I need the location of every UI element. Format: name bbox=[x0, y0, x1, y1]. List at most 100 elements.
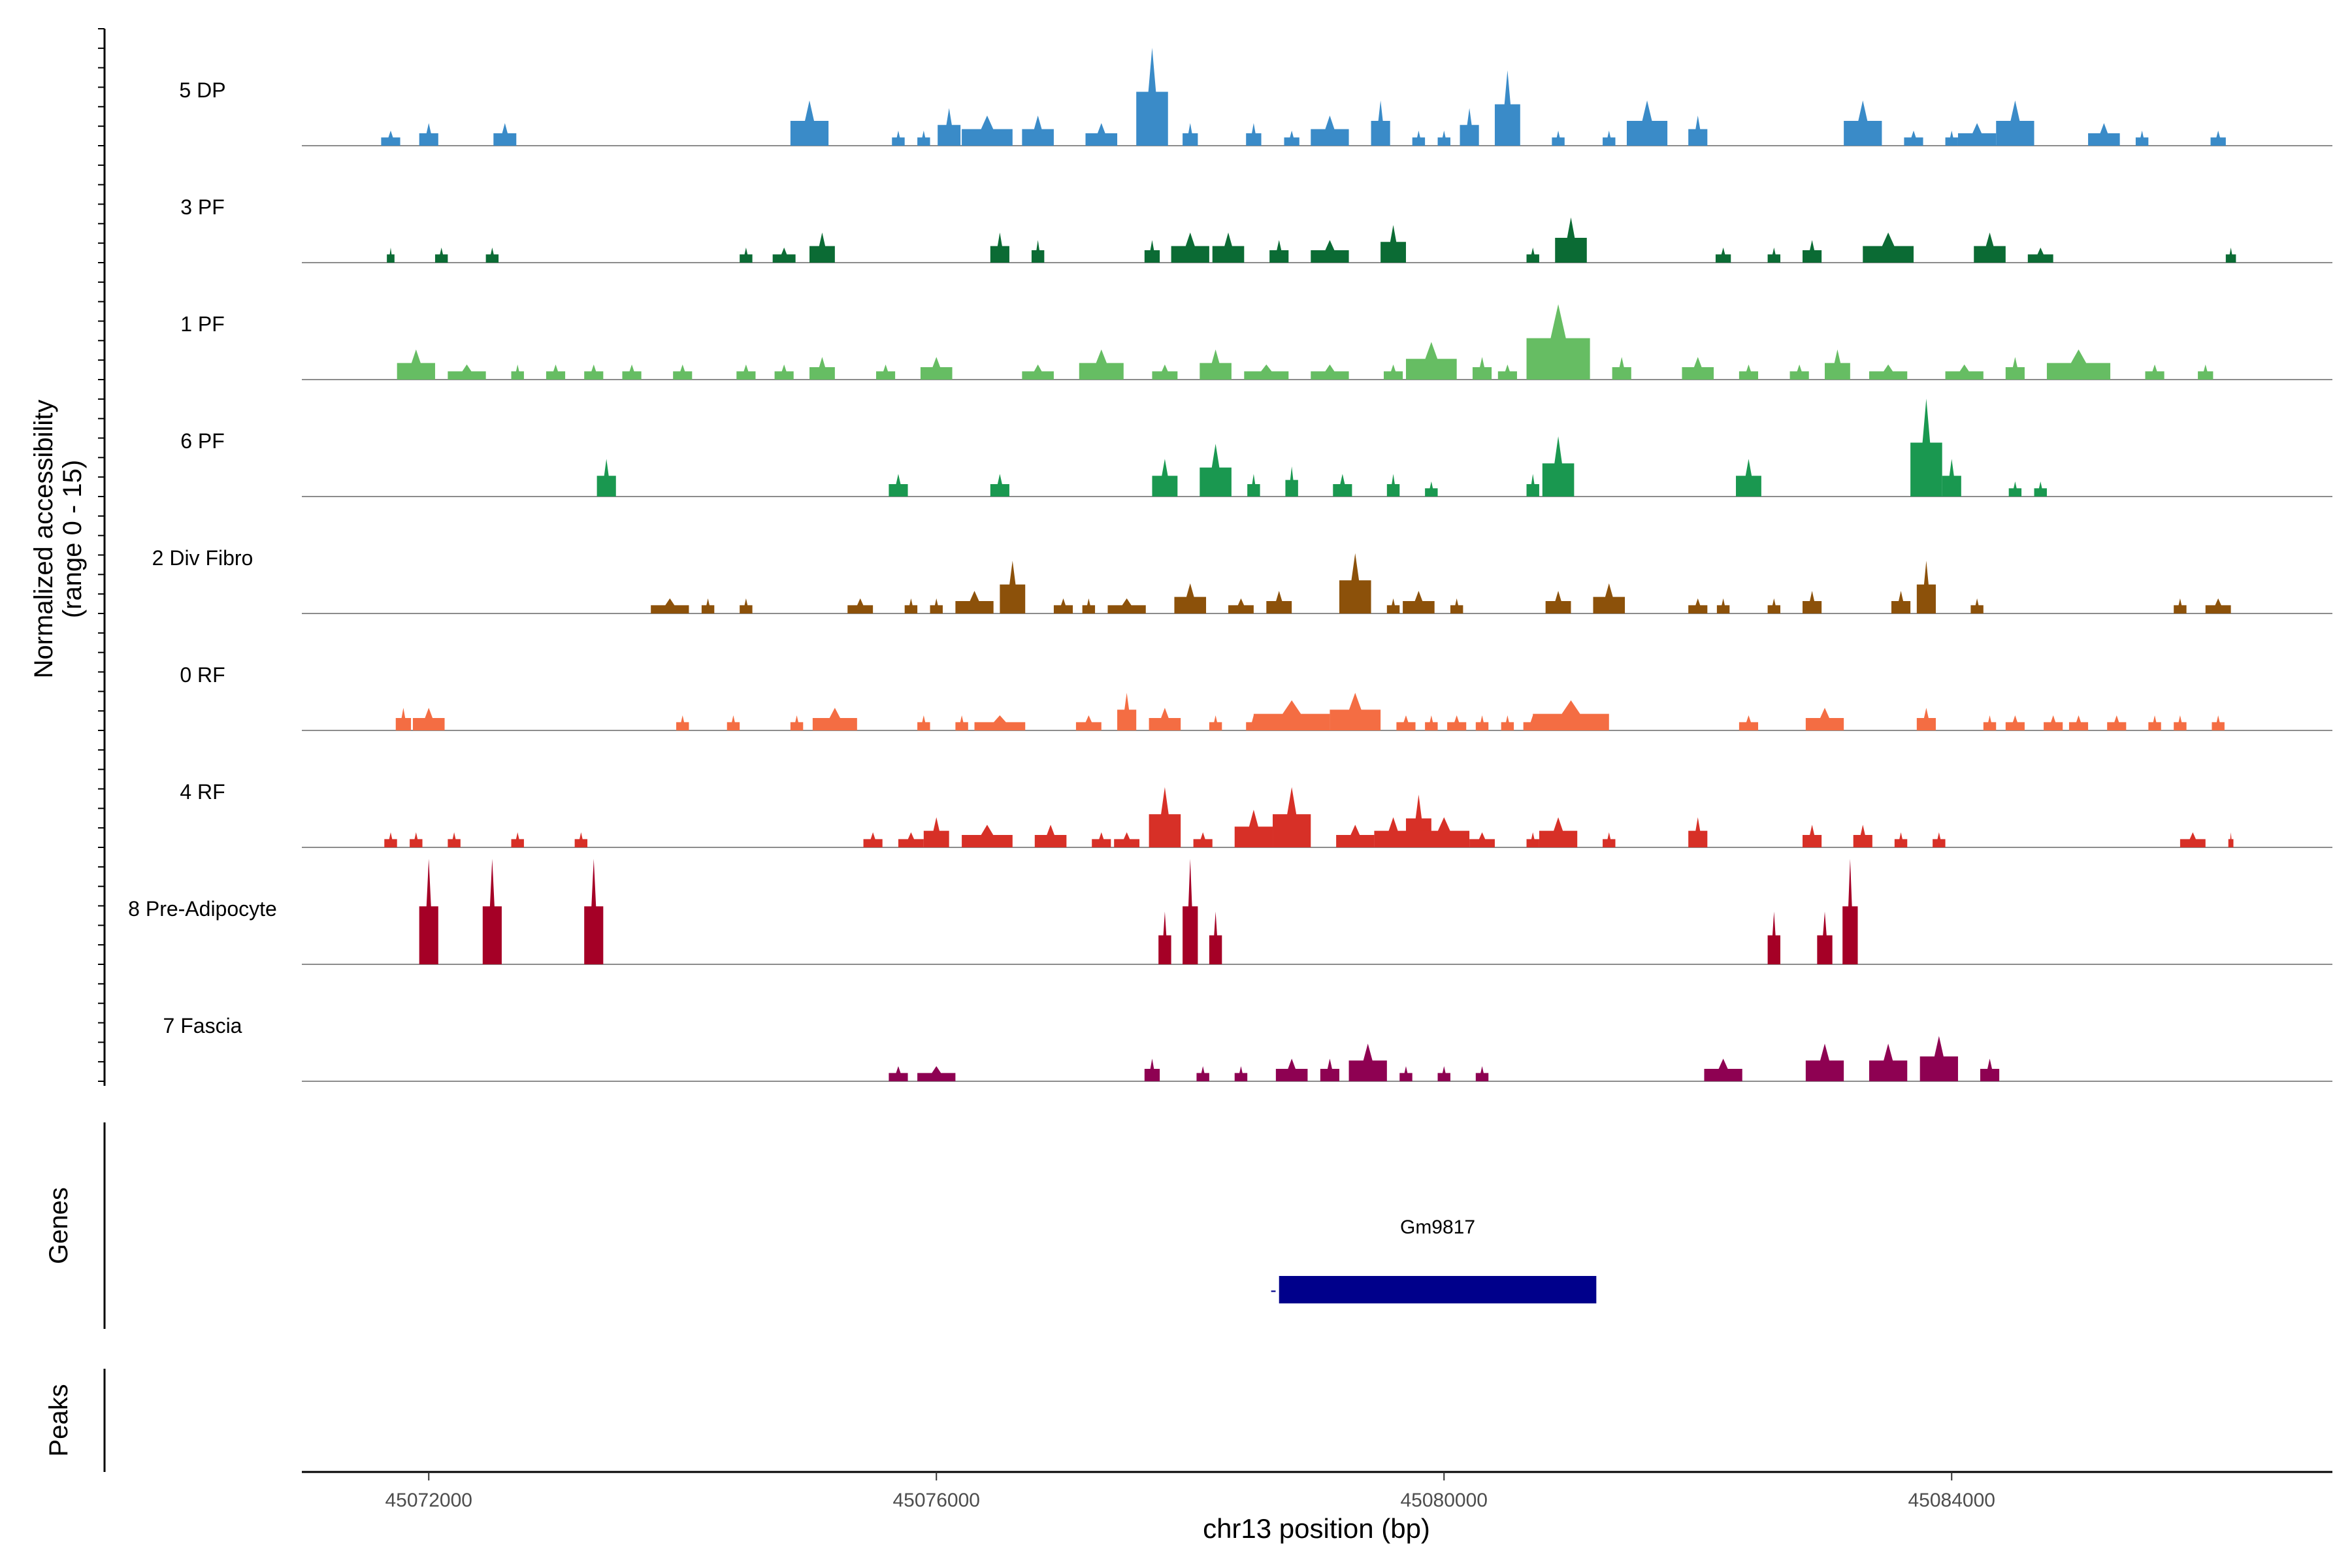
track-3-pf: 3 PF bbox=[180, 195, 2332, 263]
coverage-peak bbox=[1533, 700, 1609, 730]
coverage-peak bbox=[1247, 474, 1260, 497]
coverage-peak bbox=[1200, 444, 1232, 497]
coverage-peak bbox=[1437, 1066, 1450, 1081]
coverage-peak bbox=[1425, 715, 1438, 730]
coverage-peak bbox=[1688, 817, 1708, 847]
coverage-peak bbox=[2005, 357, 2025, 380]
coverage-peak bbox=[1437, 130, 1450, 146]
coverage-peak bbox=[1383, 364, 1403, 380]
track-5-dp: 5 DP bbox=[179, 48, 2332, 146]
y-axis bbox=[98, 28, 106, 1086]
track-4-rf: 4 RF bbox=[180, 780, 2332, 848]
coverage-peak bbox=[1234, 1066, 1248, 1081]
coverage-peak bbox=[584, 364, 604, 380]
coverage-peak bbox=[1374, 817, 1413, 847]
coverage-peak bbox=[2228, 832, 2234, 847]
coverage-peak bbox=[2005, 715, 2025, 730]
coverage-peak bbox=[395, 708, 412, 730]
y-axis-label: Normalized accessibility (range 0 - 15) bbox=[29, 400, 87, 679]
coverage-peak bbox=[1603, 130, 1616, 146]
coverage-peak bbox=[1144, 240, 1160, 263]
coverage-peak bbox=[2174, 598, 2187, 613]
coverage-peak bbox=[673, 364, 693, 380]
genes-label: Genes bbox=[44, 1187, 73, 1264]
coverage-peak bbox=[1246, 123, 1262, 146]
coverage-peak bbox=[1980, 1058, 2000, 1081]
coverage-peak bbox=[434, 247, 448, 263]
gene-track: - Gm9817 bbox=[1270, 1217, 1597, 1303]
coverage-peak bbox=[1904, 130, 1923, 146]
coverage-peak bbox=[1526, 474, 1539, 497]
coverage-peak bbox=[727, 715, 740, 730]
coverage-peak bbox=[676, 715, 689, 730]
coverage-peak bbox=[1739, 364, 1759, 380]
coverage-peak bbox=[1209, 911, 1222, 964]
coverage-peak bbox=[1844, 100, 1882, 146]
x-tick-label: 45076000 bbox=[893, 1490, 980, 1511]
coverage-peak bbox=[511, 364, 524, 380]
track-1-pf: 1 PF bbox=[180, 304, 2332, 380]
coverage-peak bbox=[2205, 598, 2231, 613]
coverage-peak bbox=[1082, 598, 1096, 613]
coverage-peak bbox=[2046, 349, 2111, 380]
coverage-peak bbox=[1183, 123, 1198, 146]
coverage-peak bbox=[1075, 715, 1102, 730]
coverage-peak bbox=[1136, 48, 1168, 146]
coverage-peak bbox=[1526, 832, 1539, 847]
coverage-peak bbox=[1996, 100, 2034, 146]
coverage-peak bbox=[1542, 436, 1575, 497]
coverage-peak bbox=[1472, 357, 1492, 380]
coverage-peak bbox=[1380, 225, 1406, 263]
x-tick-label: 45080000 bbox=[1401, 1490, 1488, 1511]
y-axis-label-line2: (range 0 - 15) bbox=[58, 460, 87, 618]
coverage-peak bbox=[2210, 130, 2226, 146]
coverage-peak bbox=[419, 123, 438, 146]
coverage-peak bbox=[1273, 787, 1311, 847]
coverage-peak bbox=[917, 1066, 956, 1081]
coverage-peak bbox=[1228, 598, 1254, 613]
x-tick-label: 45072000 bbox=[385, 1490, 472, 1511]
coverage-peak bbox=[1817, 911, 1833, 964]
coverage-peak bbox=[2148, 715, 2161, 730]
coverage-peak bbox=[904, 598, 918, 613]
coverage-peak bbox=[1311, 115, 1349, 146]
track-label: 0 RF bbox=[180, 663, 225, 687]
coverage-peak bbox=[1688, 598, 1708, 613]
coverage-peak bbox=[1501, 715, 1514, 730]
coverage-peak bbox=[1715, 247, 1731, 263]
coverage-peak bbox=[546, 364, 566, 380]
coverage-peak bbox=[1285, 466, 1298, 497]
track-8-pre-adipocyte: 8 Pre-Adipocyte bbox=[128, 858, 2332, 965]
coverage-peak bbox=[790, 715, 804, 730]
gene-name-label: Gm9817 bbox=[1400, 1217, 1475, 1238]
track-label: 3 PF bbox=[180, 195, 225, 219]
x-axis: 45072000 45076000 45080000 45084000 bbox=[302, 1471, 2332, 1511]
coverage-peak bbox=[1767, 598, 1781, 613]
coverage-peak bbox=[1682, 357, 1714, 380]
coverage-peak bbox=[1869, 364, 1908, 380]
coverage-peak bbox=[1092, 832, 1111, 847]
coverage-peak bbox=[1704, 1058, 1742, 1081]
coverage-peak bbox=[1333, 474, 1352, 497]
coverage-peak bbox=[1626, 100, 1668, 146]
coverage-peak bbox=[1117, 693, 1137, 730]
coverage-peak bbox=[1805, 1043, 1844, 1081]
coverage-peak bbox=[898, 832, 924, 847]
coverage-tracks: 5 DP 3 PF 1 PF 6 PF 2 Div Fibro 0 RF 4 RF 8 Pre… bbox=[128, 48, 2332, 1082]
coverage-peak bbox=[2107, 715, 2127, 730]
coverage-peak bbox=[809, 357, 835, 380]
coverage-peak bbox=[1869, 1043, 1908, 1081]
coverage-peak bbox=[1053, 598, 1073, 613]
coverage-peak bbox=[1275, 1058, 1308, 1081]
coverage-peak bbox=[1803, 240, 1822, 263]
coverage-peak bbox=[1526, 247, 1539, 263]
track-label: 7 Fascia bbox=[163, 1014, 242, 1037]
coverage-peak bbox=[1114, 832, 1140, 847]
genes-panel: Genes - Gm9817 bbox=[44, 1122, 1597, 1329]
coverage-peak bbox=[1767, 911, 1781, 964]
coverage-peak bbox=[847, 598, 874, 613]
track-label: 8 Pre-Adipocyte bbox=[128, 897, 277, 921]
coverage-peak bbox=[1320, 1058, 1339, 1081]
coverage-peak bbox=[1970, 598, 1984, 613]
coverage-peak bbox=[1031, 240, 1045, 263]
